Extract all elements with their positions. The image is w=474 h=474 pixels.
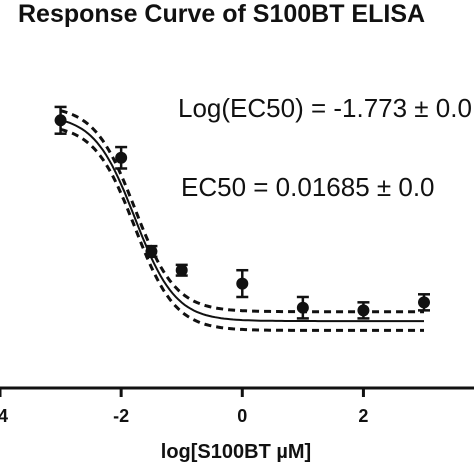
x-tick-label: 0: [237, 406, 247, 426]
x-tick-label: -2: [113, 406, 129, 426]
data-point: [296, 295, 309, 320]
ec50-annotation: EC50 = 0.01685 ± 0.0: [181, 172, 435, 202]
data-marker: [54, 114, 67, 127]
data-marker: [115, 151, 128, 164]
data-point: [175, 263, 188, 277]
x-tick-label: 2: [358, 406, 368, 426]
data-marker: [236, 277, 249, 290]
data-marker: [296, 301, 309, 314]
data-points-layer: [54, 105, 430, 320]
log-ec50-annotation: Log(EC50) = -1.773 ± 0.0: [178, 93, 472, 123]
fit-curve-layer: [60, 119, 424, 323]
data-point: [54, 105, 67, 135]
data-point: [418, 293, 430, 312]
fit-curve: [60, 119, 424, 323]
data-marker: [418, 296, 430, 309]
data-point: [236, 268, 249, 299]
data-marker: [357, 304, 370, 317]
data-point: [357, 301, 370, 320]
data-marker: [175, 264, 188, 277]
x-axis-label: log[S100BT µM]: [161, 441, 311, 463]
confidence-band-lower: [60, 127, 424, 332]
chart-title: Response Curve of S100BT ELISA: [18, 0, 425, 28]
x-tick-label: -4: [0, 406, 8, 426]
confidence-band-lower-layer: [60, 127, 424, 332]
data-marker: [145, 245, 158, 258]
data-point: [145, 244, 158, 259]
x-axis-ticks: -4 -2 0 2: [0, 388, 368, 426]
data-point: [115, 145, 128, 170]
